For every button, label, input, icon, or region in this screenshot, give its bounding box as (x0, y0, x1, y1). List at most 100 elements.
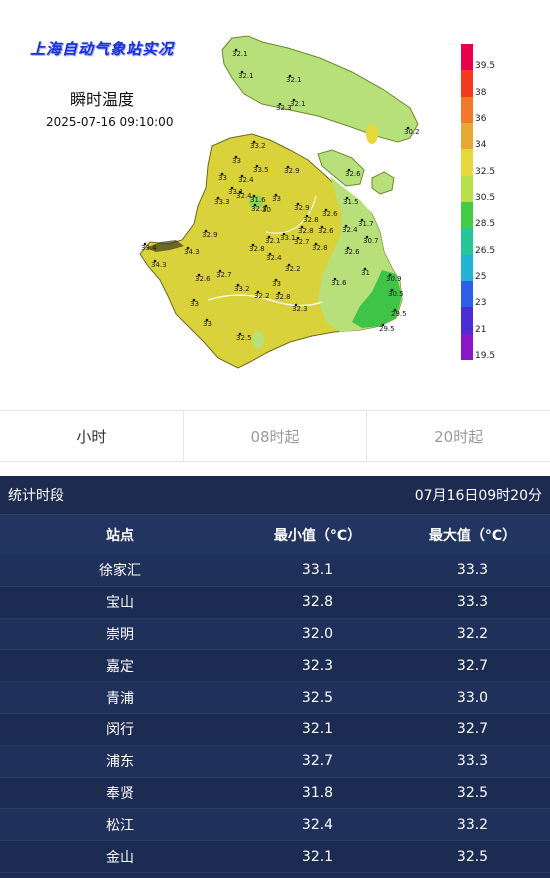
legend-label: 21 (475, 324, 487, 335)
station-value-label: 31.5 (343, 198, 359, 206)
station-dot (238, 190, 242, 194)
station-value-label: 32.2 (254, 292, 270, 300)
station-reading: 30.5 (388, 288, 404, 298)
station-reading: 32.1 (290, 98, 306, 108)
station-dot (274, 193, 278, 197)
station-reading: 29.5 (379, 323, 395, 333)
station-value-label: 34.3 (151, 261, 167, 269)
table-row[interactable]: 宝山 32.8 33.3 (0, 586, 550, 619)
max-value: 33.3 (456, 753, 489, 770)
station-dot (287, 263, 291, 267)
max-value: 32.5 (456, 784, 489, 801)
station-dot (230, 186, 234, 190)
table-row[interactable]: 青浦 32.5 33.0 (0, 682, 550, 714)
station-value-label: 33 (232, 157, 241, 165)
station-dot (314, 242, 318, 246)
station-reading: 32.4 (266, 252, 282, 262)
tab-since-20[interactable]: 20时起 (434, 427, 484, 446)
station-dot (253, 203, 257, 207)
station-reading: 31.7 (358, 218, 374, 228)
station-reading: 32.8 (298, 225, 314, 235)
min-value: 32.4 (301, 816, 334, 833)
legend-label: 34 (475, 140, 487, 151)
station-value-label: 32.6 (322, 210, 338, 218)
south-cool-spot (252, 331, 264, 349)
table-row[interactable]: 徐家汇 33.1 33.3 (0, 555, 550, 587)
table-row[interactable]: 奉贤 31.8 32.5 (0, 777, 550, 810)
legend-label: 32.5 (475, 166, 496, 177)
station-reading: 31 (361, 267, 370, 277)
table-row[interactable]: 浦东 32.7 33.3 (0, 745, 550, 778)
station-reading: 32.1 (238, 70, 254, 80)
map-title: 上海自动气象站实况 (30, 40, 175, 58)
tab-since-08[interactable]: 08时起 (184, 411, 368, 461)
station-dot (153, 259, 157, 263)
table-row[interactable]: 松江 32.4 33.2 (0, 809, 550, 842)
station-name: 奉贤 (106, 785, 134, 802)
legend-label: 19.5 (475, 350, 496, 361)
station-dot (292, 98, 296, 102)
station-dot (390, 288, 394, 292)
suzhou-creek (265, 195, 317, 234)
legend-color-step (461, 281, 473, 308)
max-value: 32.7 (456, 657, 489, 674)
tab-hourly[interactable]: 小时 (0, 411, 184, 461)
column-min: 最小值（°C） (273, 528, 362, 544)
station-dot (347, 168, 351, 172)
station-value-label: 32.8 (312, 244, 328, 252)
station-dot (220, 172, 224, 176)
station-dot (252, 194, 256, 198)
station-reading: 32.6 (322, 208, 338, 218)
station-reading: 32.9 (284, 165, 300, 175)
table-row[interactable]: 金山 32.1 32.5 (0, 841, 550, 873)
legend-color-step (461, 254, 473, 282)
station-value-label: 31.6 (250, 196, 266, 204)
station-dot (264, 204, 268, 208)
station-dot (360, 218, 364, 222)
legend-label: 36 (475, 113, 487, 124)
legend-label: 28.5 (475, 219, 496, 230)
huangpu-river (207, 294, 323, 307)
section-gap (0, 462, 550, 476)
station-reading: 31.6 (331, 277, 347, 287)
station-reading: 32.6 (318, 225, 334, 235)
station-value-label: 32.2 (285, 265, 301, 273)
column-max: 最大值（°C） (428, 528, 517, 544)
min-value: 32.7 (301, 753, 334, 770)
station-reading: 33.1 (228, 186, 244, 196)
max-value: 32.7 (456, 721, 489, 738)
station-dot (296, 236, 300, 240)
station-reading: 34.3 (151, 259, 167, 269)
station-value-label: 32.9 (294, 204, 310, 212)
table-row[interactable]: 嘉定 32.3 32.7 (0, 650, 550, 683)
station-value-label: 32.3 (251, 205, 267, 213)
station-reading: 32.9 (294, 202, 310, 212)
table-row[interactable]: 闵行 32.1 32.7 (0, 713, 550, 746)
station-name: 崇明 (106, 626, 134, 643)
station-dot (186, 246, 190, 250)
station-dot (388, 273, 392, 277)
legend-label: 23 (475, 298, 487, 309)
station-value-label: 31 (361, 269, 370, 277)
station-dot (296, 202, 300, 206)
station-dot (255, 164, 259, 168)
station-reading: 33.2 (250, 140, 266, 150)
station-reading: 32.2 (285, 263, 301, 273)
station-reading: 32.1 (232, 48, 248, 58)
legend-label: 25 (475, 271, 487, 282)
station-value-label: 32.8 (298, 227, 314, 235)
station-dot (218, 269, 222, 273)
chongming-island (221, 35, 419, 143)
dianshan-lake (146, 240, 184, 252)
min-value: 32.0 (301, 625, 334, 642)
station-name: 青浦 (106, 690, 134, 707)
station-reading: 33.2 (234, 283, 250, 293)
station-dot (192, 298, 196, 302)
legend-label: 39.5 (475, 61, 496, 72)
station-value-label: 32.8 (249, 245, 265, 253)
station-value-label: 34.3 (184, 248, 200, 256)
table-row[interactable]: 崇明 32.0 32.2 (0, 618, 550, 651)
legend-color-step (461, 149, 473, 177)
station-value-label: 30.2 (404, 128, 420, 136)
